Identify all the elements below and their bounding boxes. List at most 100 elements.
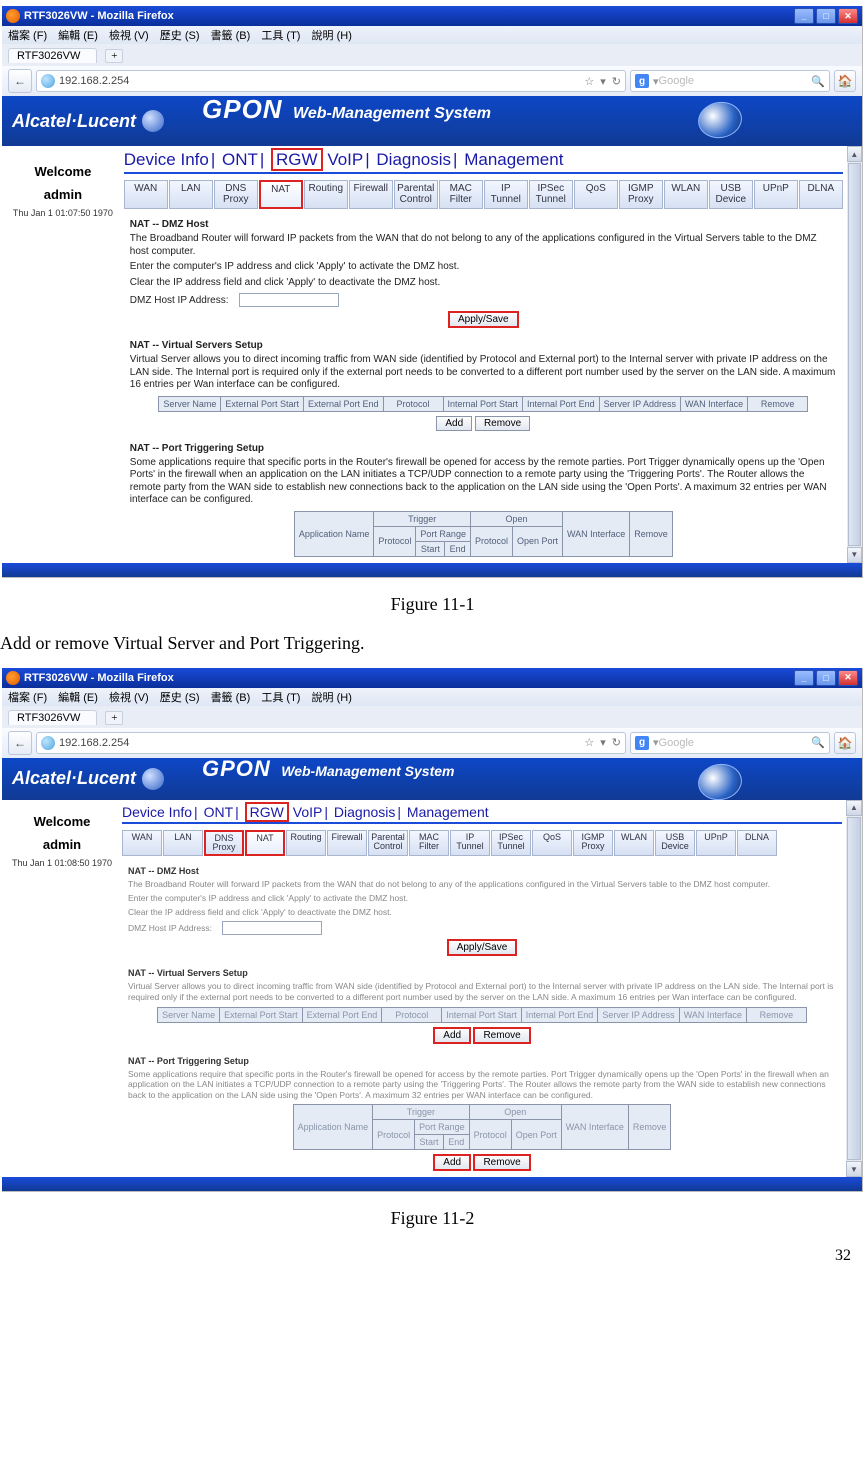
dmz-title: NAT -- DMZ Host bbox=[130, 219, 837, 230]
subtab-upnp[interactable]: UPnP bbox=[754, 180, 798, 209]
subtab-dns[interactable]: DNSProxy bbox=[204, 830, 244, 857]
pt-th-proto1: Protocol bbox=[374, 526, 416, 556]
maximize-button[interactable]: □ bbox=[816, 670, 836, 686]
window-title: RTF3026VW - Mozilla Firefox bbox=[24, 10, 174, 22]
subtab-ip[interactable]: IPTunnel bbox=[484, 180, 528, 209]
bookmark-star-icon[interactable]: ☆ bbox=[584, 75, 594, 88]
vs-th: Server IP Address bbox=[598, 1007, 679, 1022]
home-button[interactable]: 🏠 bbox=[834, 70, 856, 92]
vs-remove-button[interactable]: Remove bbox=[475, 416, 530, 431]
subtab-dlna[interactable]: DLNA bbox=[799, 180, 843, 209]
menu-help[interactable]: 說明 (H) bbox=[312, 30, 352, 42]
scrollbar[interactable]: ▲ ▼ bbox=[846, 800, 862, 1178]
browser-tab[interactable]: RTF3026VW bbox=[8, 48, 97, 63]
menu-bookmarks[interactable]: 書籤 (B) bbox=[211, 30, 251, 42]
bottom-bar bbox=[2, 563, 862, 577]
search-box[interactable]: g▾ Google 🔍 bbox=[630, 732, 830, 754]
maximize-button[interactable]: □ bbox=[816, 8, 836, 24]
subtab-ipsec[interactable]: IPSecTunnel bbox=[491, 830, 531, 857]
url-text: 192.168.2.254 bbox=[59, 75, 129, 87]
url-bar[interactable]: 192.168.2.254 ☆▾↻ bbox=[36, 732, 626, 754]
url-bar[interactable]: 192.168.2.254 ☆ ▾ ↻ bbox=[36, 70, 626, 92]
home-button[interactable]: 🏠 bbox=[834, 732, 856, 754]
screenshot-2: RTF3026VW - Mozilla Firefox _ □ ✕ 檔案 (F)… bbox=[2, 668, 863, 1193]
subtab-ipsec[interactable]: IPSecTunnel bbox=[529, 180, 573, 209]
subtab-wan[interactable]: WAN bbox=[122, 830, 162, 857]
subtab-firewall[interactable]: Firewall bbox=[327, 830, 367, 857]
subtab-mac[interactable]: MACFilter bbox=[409, 830, 449, 857]
nav-voip[interactable]: VoIP bbox=[327, 150, 363, 169]
subtab-routing[interactable]: Routing bbox=[304, 180, 348, 209]
subtab-wlan[interactable]: WLAN bbox=[614, 830, 654, 857]
subtab-qos[interactable]: QoS bbox=[532, 830, 572, 857]
scroll-down-icon[interactable]: ▼ bbox=[847, 547, 862, 563]
vs-th: Server Name bbox=[159, 396, 221, 411]
apply-save-button[interactable]: Apply/Save bbox=[447, 939, 518, 956]
timestamp: Thu Jan 1 01:07:50 1970 bbox=[2, 208, 124, 218]
vs-th: Server IP Address bbox=[599, 396, 680, 411]
bottom-bar bbox=[2, 1177, 862, 1191]
subtab-igmp[interactable]: IGMPProxy bbox=[573, 830, 613, 857]
menu-history[interactable]: 歷史 (S) bbox=[160, 30, 200, 42]
pt-th-rm: Remove bbox=[630, 511, 673, 556]
menu-bar: 檔案 (F) 編輯 (E) 檢視 (V) 歷史 (S) 書籤 (B) 工具 (T… bbox=[2, 26, 862, 44]
menu-edit[interactable]: 編輯 (E) bbox=[58, 30, 98, 42]
subtab-nat[interactable]: NAT bbox=[259, 180, 303, 209]
vs-remove-button[interactable]: Remove bbox=[473, 1027, 530, 1044]
close-button[interactable]: ✕ bbox=[838, 670, 858, 686]
nav-management[interactable]: Management bbox=[464, 150, 563, 169]
back-button[interactable]: ← bbox=[8, 69, 32, 93]
vs-table: Server NameExternal Port StartExternal P… bbox=[157, 1007, 807, 1023]
scrollbar[interactable]: ▲ ▼ bbox=[847, 146, 862, 563]
menu-view[interactable]: 檢視 (V) bbox=[109, 30, 149, 42]
scroll-thumb[interactable] bbox=[848, 163, 861, 546]
vs-add-button[interactable]: Add bbox=[433, 1027, 471, 1044]
subtab-dlna[interactable]: DLNA bbox=[737, 830, 777, 857]
scroll-up-icon[interactable]: ▲ bbox=[847, 146, 862, 162]
dmz-ip-input[interactable] bbox=[239, 293, 339, 307]
subtab-ip[interactable]: IPTunnel bbox=[450, 830, 490, 857]
subtab-wlan[interactable]: WLAN bbox=[664, 180, 708, 209]
subtab-usb[interactable]: USBDevice bbox=[655, 830, 695, 857]
menu-file[interactable]: 檔案 (F) bbox=[8, 30, 47, 42]
subtab-igmp[interactable]: IGMPProxy bbox=[619, 180, 663, 209]
vs-add-button[interactable]: Add bbox=[436, 416, 472, 431]
vs-th: External Port Start bbox=[221, 396, 304, 411]
subtab-firewall[interactable]: Firewall bbox=[349, 180, 393, 209]
tab-strip: RTF3026VW + bbox=[2, 44, 862, 66]
subtab-upnp[interactable]: UPnP bbox=[696, 830, 736, 857]
search-icon[interactable]: 🔍 bbox=[811, 75, 825, 88]
search-icon[interactable]: 🔍 bbox=[811, 736, 825, 749]
menu-tools[interactable]: 工具 (T) bbox=[261, 30, 300, 42]
subtab-parental[interactable]: ParentalControl bbox=[394, 180, 438, 209]
subtab-nat[interactable]: NAT bbox=[245, 830, 285, 857]
subtab-parental[interactable]: ParentalControl bbox=[368, 830, 408, 857]
close-button[interactable]: ✕ bbox=[838, 8, 858, 24]
minimize-button[interactable]: _ bbox=[794, 670, 814, 686]
subtab-routing[interactable]: Routing bbox=[286, 830, 326, 857]
subtab-mac[interactable]: MACFilter bbox=[439, 180, 483, 209]
back-button[interactable]: ← bbox=[8, 731, 32, 755]
search-box[interactable]: g ▾ Google 🔍 bbox=[630, 70, 830, 92]
subtab-lan[interactable]: LAN bbox=[163, 830, 203, 857]
subtab-qos[interactable]: QoS bbox=[574, 180, 618, 209]
subtab-usb[interactable]: USBDevice bbox=[709, 180, 753, 209]
reload-icon[interactable]: ↻ bbox=[612, 75, 621, 88]
browser-tab[interactable]: RTF3026VW bbox=[8, 710, 97, 725]
subtab-dns[interactable]: DNSProxy bbox=[214, 180, 258, 209]
nav-diagnosis[interactable]: Diagnosis bbox=[376, 150, 451, 169]
minimize-button[interactable]: _ bbox=[794, 8, 814, 24]
dmz-ip-input[interactable] bbox=[222, 921, 322, 935]
new-tab-button[interactable]: + bbox=[105, 711, 123, 725]
figure-1-caption: Figure 11-1 bbox=[0, 594, 865, 615]
nav-ont[interactable]: ONT bbox=[222, 150, 258, 169]
pt-add-button[interactable]: Add bbox=[433, 1154, 471, 1171]
nav-rgw[interactable]: RGW bbox=[271, 148, 323, 171]
pt-remove-button[interactable]: Remove bbox=[473, 1154, 530, 1171]
subtab-wan[interactable]: WAN bbox=[124, 180, 168, 209]
nav-device-info[interactable]: Device Info bbox=[124, 150, 209, 169]
new-tab-button[interactable]: + bbox=[105, 49, 123, 63]
apply-save-button[interactable]: Apply/Save bbox=[448, 311, 519, 328]
dropdown-icon[interactable]: ▾ bbox=[600, 75, 606, 88]
subtab-lan[interactable]: LAN bbox=[169, 180, 213, 209]
